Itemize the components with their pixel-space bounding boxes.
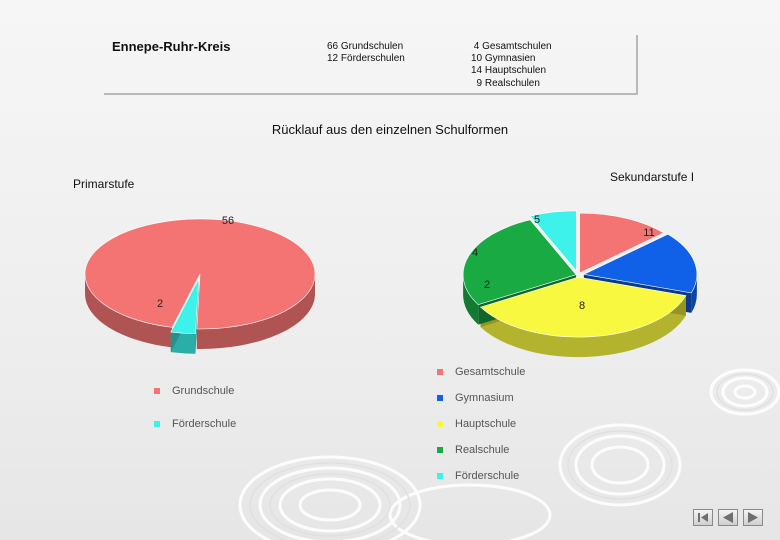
count-line: 9 Realschulen xyxy=(471,77,540,89)
region-name: Ennepe-Ruhr-Kreis xyxy=(112,39,231,54)
slice-gymnasium xyxy=(582,233,698,294)
next-slide-icon xyxy=(748,512,758,523)
slice-side-grundschule xyxy=(85,274,173,348)
header-box xyxy=(104,35,638,95)
legend-swatch xyxy=(154,388,160,395)
value-label-gymnasium: 5 xyxy=(534,214,540,226)
secondary-school-counts: 4 Gesamtschulen 10 Gymnasien 14 Hauptsch… xyxy=(471,41,552,90)
legend-label: Förderschule xyxy=(172,418,237,430)
next-slide-button[interactable] xyxy=(743,509,763,526)
count-line: 14 Hauptschulen xyxy=(471,65,547,77)
chart-title-primary: Primarstufe xyxy=(73,177,135,191)
value-label-grundschule: 56 xyxy=(222,215,234,227)
value-label-realschule: 8 xyxy=(579,300,585,312)
value-label-gesamtschule: 4 xyxy=(472,247,478,259)
legend-swatch xyxy=(437,473,443,480)
legend-item-realschule: Realschule xyxy=(437,444,509,456)
pie-1-group: 4 5 11 8 2 xyxy=(462,210,698,358)
value-label-foerderschule: 2 xyxy=(484,279,490,291)
legend-swatch xyxy=(437,369,443,376)
previous-slide-button[interactable] xyxy=(718,509,738,526)
count-line: 10 Gymnasien xyxy=(471,53,536,65)
slice-side-realschule xyxy=(463,274,479,325)
legend-item-grundschule: Grundschule xyxy=(154,385,234,397)
legend-item-gesamtschule: Gesamtschule xyxy=(437,366,525,378)
legend-item-foerderschule: Förderschule xyxy=(154,418,236,430)
legend-label: Hauptschule xyxy=(455,418,517,430)
legend-item-foerderschule: Förderschule xyxy=(437,470,519,482)
slice-side-hauptschule xyxy=(480,295,686,358)
legend-item-hauptschule: Hauptschule xyxy=(437,418,516,430)
legend-swatch xyxy=(437,421,443,428)
value-label-hauptschule: 11 xyxy=(643,227,654,239)
count-line: 66 Grundschulen xyxy=(327,41,404,52)
legend-swatch xyxy=(154,421,160,428)
slice-foerderschule xyxy=(170,278,199,335)
slice-hauptschule xyxy=(479,276,687,338)
slice-foerderschule xyxy=(529,210,577,272)
count-line: 4 Gesamtschulen xyxy=(471,41,552,52)
first-slide-button[interactable] xyxy=(693,509,713,526)
chart-title-secondary: Sekundarstufe I xyxy=(610,170,695,184)
first-slide-icon xyxy=(698,513,708,522)
slice-grundschule xyxy=(84,218,316,330)
slice-realschule xyxy=(462,219,577,306)
previous-slide-icon xyxy=(723,512,733,523)
legend-swatch xyxy=(437,447,443,454)
primary-school-counts: 66 Grundschulen 12 Förderschulen xyxy=(327,41,405,65)
legend-label: Grundschule xyxy=(172,385,235,397)
legend-label: Gymnasium xyxy=(455,392,514,404)
legend-item-gymnasium: Gymnasium xyxy=(437,392,514,404)
slice-side-grundschule xyxy=(196,274,315,349)
legend-swatch xyxy=(437,395,443,402)
slide-subtitle: Rücklauf aus den einzelnen Schulformen xyxy=(271,122,509,137)
legend-label: Förderschule xyxy=(455,470,520,482)
legend-label: Realschule xyxy=(455,444,510,456)
count-line: 12 Förderschulen xyxy=(327,53,405,65)
value-label-foerderschule: 2 xyxy=(157,298,163,310)
slice-gesamtschule xyxy=(579,212,665,274)
legend-label: Gesamtschule xyxy=(455,366,526,378)
pie-0-group: 56 2 xyxy=(84,215,316,354)
